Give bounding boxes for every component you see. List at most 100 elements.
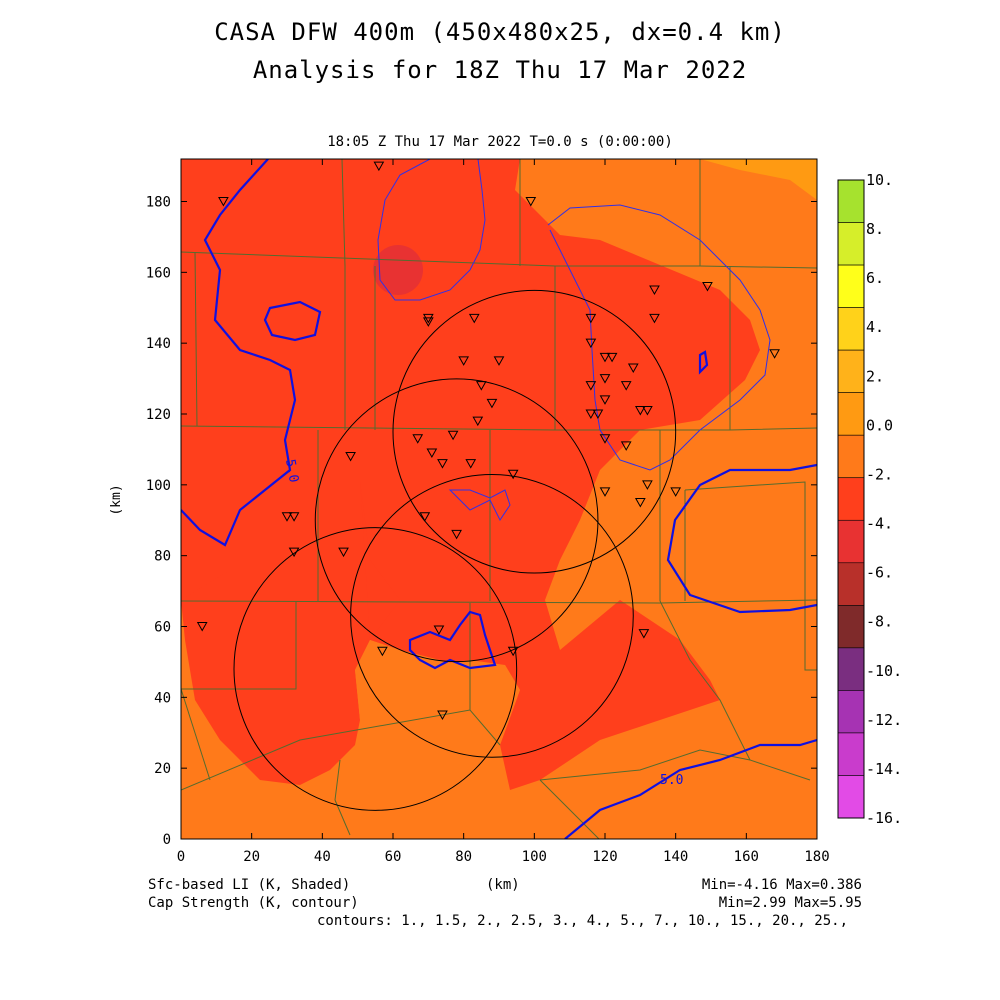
x-tick-label: 40 xyxy=(314,849,331,865)
station-marker xyxy=(468,313,480,324)
station-marker xyxy=(475,381,487,391)
station-marker xyxy=(585,381,597,391)
colorbar-segment xyxy=(837,264,865,308)
li-low-region xyxy=(181,159,760,790)
colorbar-segment xyxy=(837,775,865,819)
colorbar-label: 6. xyxy=(866,269,884,287)
x-tick-label: 20 xyxy=(243,849,260,865)
colorbar-labels: 10. 8. 6. 4. 2. 0.0 -2. -4. -6. -8. -10. -12. -14. -1… xyxy=(866,171,902,827)
y-tick-labels: 0 20 40 60 80 100 120 140 160 180 xyxy=(146,195,171,849)
colorbar-segment xyxy=(837,732,865,776)
li-high-area xyxy=(700,159,817,200)
y-tick-label: 140 xyxy=(146,336,171,352)
station-marker xyxy=(419,512,431,522)
colorbar-label: 10. xyxy=(866,171,893,189)
station-marker xyxy=(638,629,650,639)
station-marker xyxy=(649,313,660,324)
colorbar-frame xyxy=(837,179,865,819)
footer-contour-minmax: Min=2.99 Max=5.95 xyxy=(718,895,862,911)
station-marker xyxy=(585,313,597,324)
cap-contours xyxy=(181,159,817,839)
y-tick-label: 20 xyxy=(154,761,171,777)
station-marker xyxy=(769,349,780,359)
station-marker xyxy=(281,512,293,522)
radar-range-ring xyxy=(314,378,599,663)
station-marker xyxy=(599,395,611,405)
footer-shaded-label: Sfc-based LI (K, Shaded) xyxy=(148,877,351,893)
colorbar-segment xyxy=(837,647,865,691)
x-tick-label: 180 xyxy=(804,849,829,865)
station-marker xyxy=(599,434,611,444)
y-tick-label: 160 xyxy=(146,265,171,281)
colorbar-segment xyxy=(837,690,865,734)
li-pocket xyxy=(355,640,520,760)
station-marker xyxy=(465,459,477,469)
x-tick-labels: 0 20 40 60 80 100 120 140 160 180 xyxy=(177,849,830,865)
station-marker xyxy=(218,197,229,207)
x-tick-label: 100 xyxy=(522,849,547,865)
colorbar-segment xyxy=(837,519,865,564)
station-marker xyxy=(585,338,597,349)
footer-contour-label: Cap Strength (K, contour) xyxy=(148,895,359,911)
colorbar-label: 8. xyxy=(866,220,884,238)
li-min-spot xyxy=(373,245,423,295)
colorbar-label: -4. xyxy=(866,515,893,533)
station-marker xyxy=(634,405,646,416)
station-markers xyxy=(196,161,780,721)
y-tick-label: 100 xyxy=(146,478,171,494)
colorbar-segment xyxy=(837,179,865,223)
station-marker xyxy=(447,430,459,441)
y-tick-label: 180 xyxy=(146,195,171,211)
radar-range-rings xyxy=(233,289,677,811)
station-marker xyxy=(507,469,519,480)
station-marker xyxy=(493,356,505,366)
colorbar-segment xyxy=(837,605,865,649)
x-tick-label: 0 xyxy=(177,849,185,865)
x-tick-label: 60 xyxy=(385,849,402,865)
colorbar xyxy=(837,179,865,819)
contour-label-1: 5.0 xyxy=(282,458,301,484)
station-marker xyxy=(620,381,632,391)
station-marker xyxy=(437,459,448,469)
station-marker xyxy=(649,285,660,296)
colorbar-label: -16. xyxy=(866,809,902,827)
colorbar-label: 2. xyxy=(866,367,884,385)
colorbar-segment xyxy=(837,562,865,606)
station-marker xyxy=(606,352,618,363)
contour-label-2: 5.0 xyxy=(660,773,683,788)
colorbar-label: -8. xyxy=(866,613,893,631)
y-tick-label: 80 xyxy=(154,549,171,565)
axis-ticks xyxy=(180,159,818,840)
colorbar-segment xyxy=(837,477,865,521)
station-marker xyxy=(338,547,349,558)
station-marker xyxy=(592,409,604,420)
station-marker xyxy=(634,498,646,508)
valid-time-label: 18:05 Z Thu 17 Mar 2022 T=0.0 s (0:00:00… xyxy=(327,134,673,150)
station-marker xyxy=(426,448,438,458)
radar-range-ring xyxy=(350,474,634,758)
station-marker xyxy=(486,398,498,409)
station-marker xyxy=(433,625,445,636)
plot-frame xyxy=(180,158,818,840)
x-axis-label: (km) xyxy=(486,877,520,893)
colorbar-segment xyxy=(837,434,865,479)
station-marker xyxy=(472,416,484,427)
colorbar-label: -10. xyxy=(866,662,902,680)
x-tick-label: 140 xyxy=(663,849,688,865)
station-marker xyxy=(288,512,300,522)
colorbar-segment xyxy=(837,392,865,436)
station-marker xyxy=(377,646,388,657)
footer-shaded-minmax: Min=-4.16 Max=0.386 xyxy=(701,877,862,893)
colorbar-segment xyxy=(837,307,865,351)
station-marker xyxy=(642,405,653,416)
footer-contour-levels: contours: 1., 1.5, 2., 2.5, 3., 4., 5., … xyxy=(316,913,848,929)
station-marker xyxy=(507,646,519,657)
x-tick-label: 80 xyxy=(455,849,472,865)
map-field: 5.0 5.0 xyxy=(181,159,817,839)
colorbar-label: -12. xyxy=(866,711,902,729)
y-tick-label: 40 xyxy=(154,690,171,706)
station-marker xyxy=(620,441,632,451)
station-marker xyxy=(702,282,713,292)
colorbar-label: -2. xyxy=(866,465,893,483)
station-marker xyxy=(422,317,434,327)
